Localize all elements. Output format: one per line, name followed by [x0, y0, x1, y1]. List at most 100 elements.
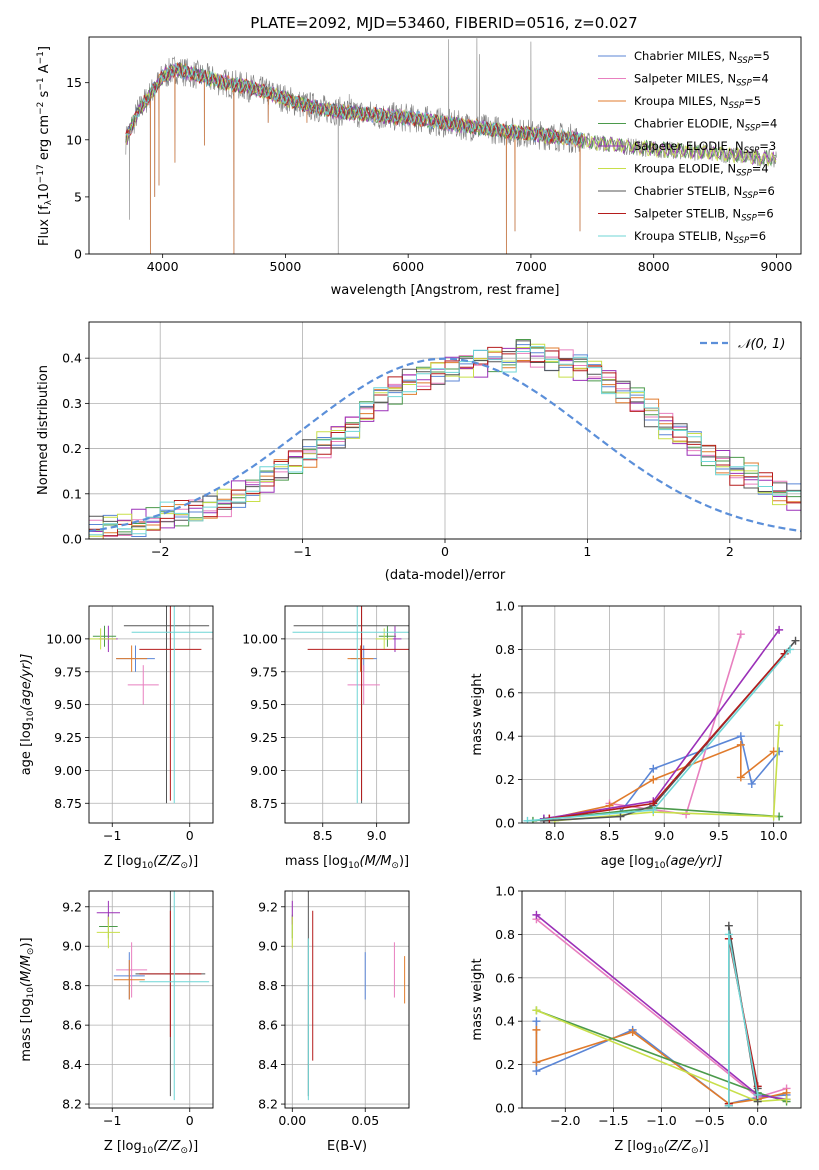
- mass-vs-metallicity-panel: −1 0 8.2 8.4 8.6 8.8 9.0 9.2 Z [log10(Z/Z⊙)] mass…: [19, 890, 214, 1156]
- weight-marker: [791, 636, 800, 645]
- y-tick-label: 9.50: [54, 697, 82, 712]
- x-axis-label: E(B-V): [327, 1139, 367, 1154]
- x-tick-label: 0.05: [351, 1113, 379, 1128]
- x-tick-label: −1.5: [598, 1113, 628, 1128]
- weight-marker: [769, 747, 778, 756]
- x-tick-label: 0: [441, 544, 449, 559]
- figure-title: PLATE=2092, MJD=53460, FIBERID=0516, z=0…: [250, 14, 637, 32]
- legend-label: Chabrier STELIB, NSSP=6: [634, 184, 775, 201]
- y-tick-label: 8.8: [62, 978, 82, 993]
- x-tick-label: 0: [186, 828, 194, 843]
- y-tick-label: 0.1: [62, 486, 82, 501]
- y-tick-label: 10.00: [46, 631, 82, 646]
- x-tick-label: 9.0: [367, 828, 387, 843]
- model-spectrum-line: [125, 61, 583, 254]
- x-tick-label: 9000: [761, 259, 793, 274]
- y-tick-label: 8.6: [258, 1018, 278, 1033]
- weight-marker: [649, 805, 658, 814]
- y-tick-label: 8.6: [62, 1018, 82, 1033]
- legend-label: Kroupa STELIB, NSSP=6: [634, 229, 766, 246]
- axes-frame: [521, 605, 802, 824]
- x-tick-label: −2: [151, 544, 169, 559]
- weight-marker: [786, 645, 795, 654]
- weight-series-line: [535, 1029, 787, 1105]
- y-tick-label: 5: [74, 189, 82, 204]
- age-vs-mass-panel: 8.5 9.0 8.75 9.00 9.25 9.50 9.75 10.00 mass [log…: [242, 605, 410, 871]
- x-tick-label: 9.5: [709, 828, 729, 843]
- weight-series-line: [549, 743, 775, 820]
- weight-marker: [616, 812, 625, 821]
- x-tick-label: 8.5: [313, 828, 333, 843]
- x-tick-label: −2.0: [550, 1113, 580, 1128]
- y-tick-label: 9.25: [54, 730, 82, 745]
- normal-curve-line: [89, 357, 801, 533]
- weight-vs-age-panel: 8.0 8.5 9.0 9.5 10.0 0.0 0.2 0.4 0.6 0.8 1.0 age [l…: [470, 599, 802, 871]
- weight-series-line: [728, 934, 759, 1106]
- weight-marker: [649, 775, 658, 784]
- weight-marker: [539, 816, 548, 823]
- weight-marker: [775, 625, 784, 634]
- model-spectrum-line: [125, 62, 583, 254]
- y-tick-label: 9.50: [250, 697, 278, 712]
- histogram-step-line: [89, 346, 801, 536]
- y-tick-label: 0.2: [62, 441, 82, 456]
- y-tick-label: 0.0: [495, 1101, 515, 1116]
- legend-label: Salpeter STELIB, NSSP=6: [634, 207, 774, 224]
- weight-marker: [532, 1067, 541, 1076]
- y-axis-label: mass [log10(M/M⊙)]: [19, 937, 36, 1061]
- x-axis-label: age [log10(age/yr)]: [601, 854, 723, 871]
- x-axis-label: Z [log10(Z/Z⊙)]: [614, 1139, 708, 1156]
- y-axis-label: Flux [fλ10−17 erg cm−2 s−1 A−1]: [36, 46, 54, 246]
- weight-marker: [649, 764, 658, 773]
- y-tick-label: 8.4: [62, 1057, 82, 1072]
- legend-label: Kroupa ELODIE, NSSP=4: [634, 162, 769, 179]
- y-tick-label: 8.8: [258, 978, 278, 993]
- y-axis-label: mass weight: [470, 673, 485, 755]
- axes-frame: [284, 605, 410, 824]
- weight-marker: [532, 1058, 541, 1067]
- y-tick-label: 9.0: [62, 939, 82, 954]
- y-tick-label: 9.00: [250, 763, 278, 778]
- y-tick-label: 0.4: [62, 351, 82, 366]
- y-tick-label: 8.4: [258, 1057, 278, 1072]
- y-tick-label: 0.8: [495, 642, 515, 657]
- plot-area: [125, 38, 777, 254]
- plot-area: [523, 625, 800, 823]
- x-tick-label: 6000: [392, 259, 424, 274]
- legend-label: 𝒩(0, 1): [738, 337, 785, 352]
- x-axis-label: mass [log10(M/M⊙)]: [285, 854, 409, 871]
- weight-marker: [532, 1006, 541, 1015]
- weight-marker: [532, 910, 541, 919]
- axes-frame: [521, 890, 802, 1109]
- y-axis-label: mass weight: [470, 958, 485, 1040]
- weight-marker: [782, 1095, 791, 1104]
- x-axis-label: wavelength [Angstrom, rest frame]: [331, 283, 560, 298]
- plot-area: [89, 339, 801, 539]
- y-tick-label: 15: [66, 75, 82, 90]
- weight-marker: [736, 740, 745, 749]
- mass-vs-ebv-panel: 0.00 0.05 8.2 8.4 8.6 8.8 9.0 9.2 E(B-V): [258, 890, 410, 1154]
- x-tick-label: −1: [103, 1113, 121, 1128]
- spectrum-panel: 4000 5000 6000 7000 8000 9000 0 5 10 15 Chabrier M…: [36, 36, 802, 298]
- histogram-step-line: [89, 339, 801, 533]
- weight-marker: [724, 930, 733, 939]
- x-tick-label: 0: [186, 1113, 194, 1128]
- y-tick-label: 9.25: [250, 730, 278, 745]
- legend-label: Kroupa MILES, NSSP=5: [634, 94, 761, 111]
- x-axis-label: (data-model)/error: [385, 568, 506, 583]
- y-tick-label: 0.2: [495, 1057, 515, 1072]
- weight-series-line: [554, 725, 780, 822]
- legend-label: Chabrier ELODIE, NSSP=4: [634, 117, 777, 134]
- weight-marker: [532, 1025, 541, 1034]
- legend-label: Salpeter ELODIE, NSSP=3: [634, 139, 776, 156]
- weight-marker: [753, 1090, 762, 1099]
- y-tick-label: 0.2: [495, 772, 515, 787]
- x-tick-label: 1: [583, 544, 591, 559]
- plot-area: [291, 891, 406, 1101]
- y-tick-label: 0.3: [62, 396, 82, 411]
- y-tick-label: 1.0: [495, 884, 515, 899]
- y-tick-label: 9.75: [250, 664, 278, 679]
- y-tick-label: 0.4: [495, 729, 515, 744]
- y-tick-label: 9.75: [54, 664, 82, 679]
